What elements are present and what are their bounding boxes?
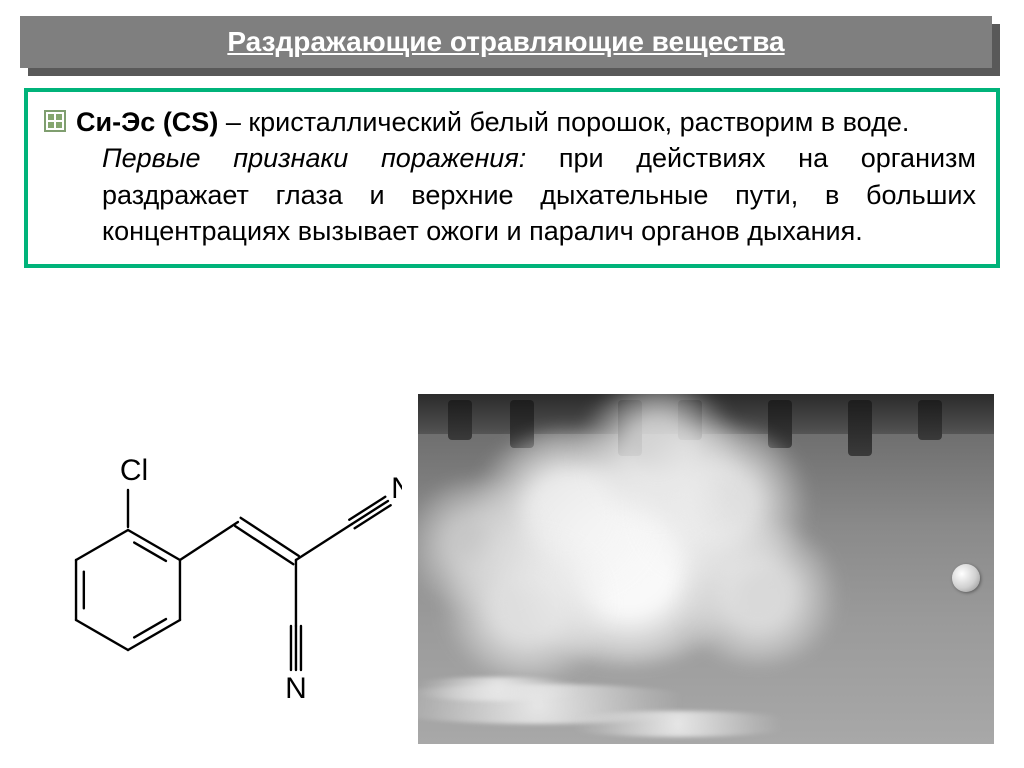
content-box: Си-Эс (CS) – кристаллический белый порош…: [24, 88, 1000, 268]
chem-svg: Cl N N: [32, 400, 402, 720]
photo-ball: [952, 564, 980, 592]
svg-text:N: N: [285, 672, 307, 705]
para1-rest: – кристаллический белый порошок, раствор…: [218, 107, 909, 137]
photo-tear-gas: [418, 394, 994, 744]
title-bar: Раздражающие отравляющие вещества: [20, 16, 992, 68]
svg-text:Cl: Cl: [120, 454, 148, 487]
photo-person-leg: [918, 400, 942, 440]
chemical-structure: Cl N N: [32, 400, 402, 720]
photo-smoke-puff: [673, 524, 843, 664]
paragraph-2: Первые признаки поражения: при действиях…: [102, 140, 976, 249]
bullet-icon: [44, 110, 66, 132]
photo-person-leg: [848, 400, 872, 456]
page-title: Раздражающие отравляющие вещества: [227, 26, 784, 58]
para1-prefix: Си-Эс (CS): [76, 107, 218, 137]
svg-text:N: N: [391, 472, 402, 505]
para1-text: Си-Эс (CS) – кристаллический белый порош…: [76, 104, 909, 140]
photo-person-leg: [448, 400, 472, 440]
para2-lead: Первые признаки поражения:: [102, 143, 526, 173]
paragraph-1: Си-Эс (CS) – кристаллический белый порош…: [44, 104, 976, 140]
photo-splash: [548, 711, 808, 737]
